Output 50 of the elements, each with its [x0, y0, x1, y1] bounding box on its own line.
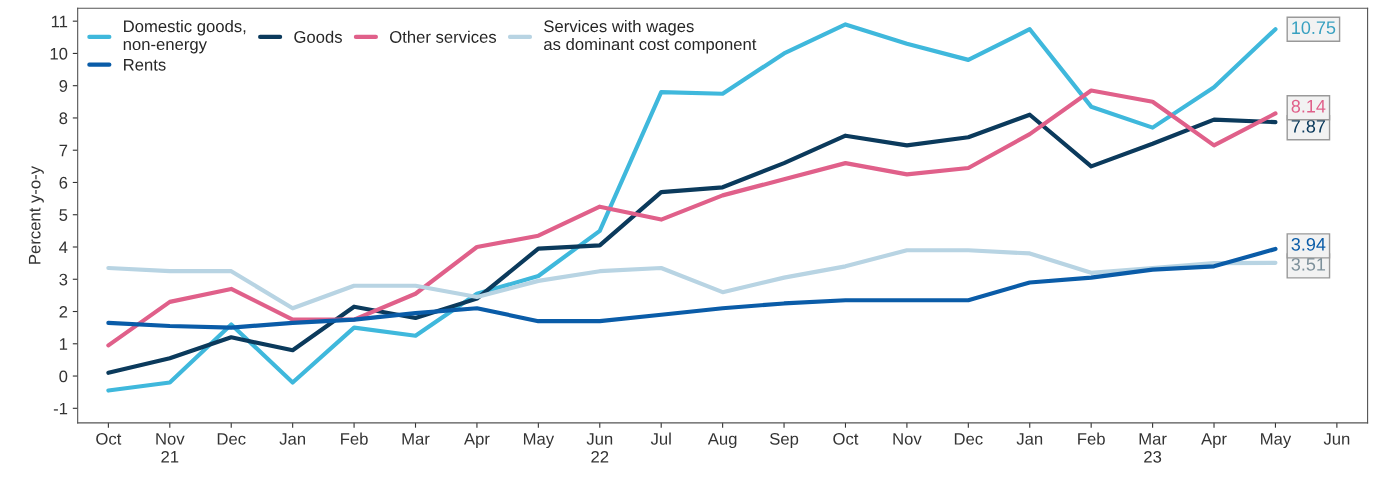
- y-tick-label: 8: [59, 112, 68, 125]
- line-series: [106, 22, 1278, 393]
- y-tick-label: 7: [59, 144, 68, 157]
- x-tick-label: Jan: [279, 433, 306, 445]
- y-tick-label: -1: [53, 402, 68, 415]
- x-tick-label: Oct: [833, 432, 859, 445]
- x-tick-label: Jun: [1323, 433, 1350, 445]
- x-tick-label: Dec: [954, 433, 983, 445]
- y-tick-label: 1: [59, 338, 68, 350]
- x-tick-label: Mar: [402, 433, 430, 445]
- x-tick-label: Dec: [217, 433, 246, 445]
- legend-label: Other services: [390, 30, 497, 43]
- y-tick-label: 0: [59, 370, 68, 383]
- y-tick-label: 9: [59, 80, 68, 92]
- x-tick-label: Feb: [341, 432, 368, 445]
- x-tick-label: Nov 21: [156, 433, 185, 463]
- x-tick-label: Apr: [464, 433, 490, 449]
- line-series: [106, 88, 1278, 348]
- x-tick-label: Feb: [1078, 432, 1105, 445]
- y-tick-label: 11: [51, 15, 68, 28]
- x-tick-label: Jul: [650, 432, 671, 445]
- line-series: [106, 246, 1278, 330]
- y-tick-label: 2: [59, 305, 68, 318]
- y-tick-label: 4: [59, 241, 68, 254]
- x-tick-label: Sep: [769, 432, 799, 449]
- data-label: 3.94: [1291, 237, 1326, 251]
- x-tick-label: May: [523, 433, 555, 449]
- x-tick-label: Aug: [707, 433, 737, 449]
- legend-label: Services with wages as dominant cost component: [544, 19, 757, 54]
- y-tick-label: 6: [59, 176, 68, 189]
- legend-label: Domestic goods, non-energy: [123, 19, 246, 54]
- x-tick-label: Apr: [1201, 433, 1227, 449]
- y-tick-label: 5: [59, 209, 68, 221]
- y-axis-title: Percent y-o-y: [28, 166, 44, 264]
- x-tick-label: Jan: [1016, 433, 1043, 445]
- data-label: 7.87: [1291, 119, 1326, 133]
- data-label: 3.51: [1291, 257, 1326, 271]
- line-series: [106, 112, 1278, 375]
- x-tick-label: Jun 22: [586, 433, 613, 463]
- line-series: [106, 248, 1278, 311]
- legend-label: Goods: [294, 30, 342, 43]
- y-tick-label: 10: [50, 47, 68, 60]
- data-label: 8.14: [1291, 99, 1326, 113]
- y-tick-label: 3: [59, 273, 68, 286]
- x-tick-label: Nov: [893, 433, 922, 445]
- legend-label: Rents: [124, 59, 166, 71]
- x-tick-label: May: [1261, 433, 1292, 449]
- x-tick-label: Mar 23: [1139, 433, 1167, 463]
- data-label: 10.75: [1292, 21, 1336, 35]
- x-tick-label: Oct: [96, 432, 122, 445]
